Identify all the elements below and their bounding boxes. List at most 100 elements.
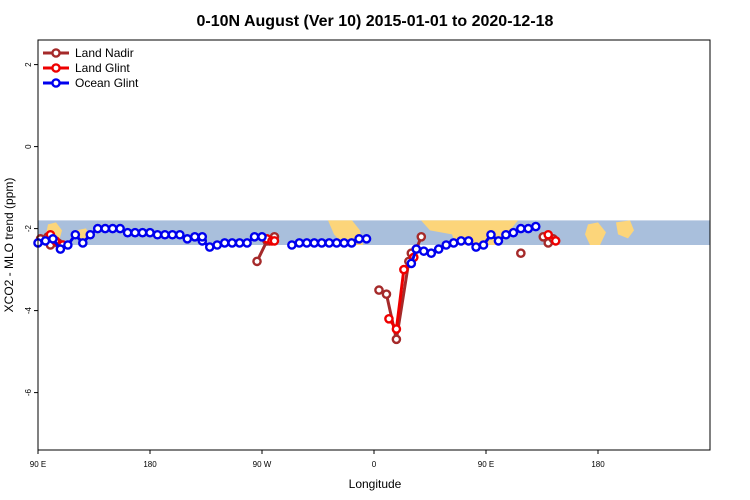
data-point [145,227,155,238]
land-maritime-east [585,222,606,245]
data-point [301,238,312,248]
data-point [324,238,335,248]
data-point [242,238,252,248]
data-point [160,229,170,240]
x-tick-label: 90 E [30,460,46,469]
legend-item: Land Glint [43,61,130,75]
legend-marker [51,63,61,73]
data-point [361,234,372,244]
data-point [381,289,392,300]
data-point [391,334,402,345]
y-tick-label: 2 [24,62,33,67]
data-point [122,227,133,238]
data-point [107,223,118,234]
data-point [78,238,88,248]
data-point [175,229,185,240]
data-point [399,264,409,275]
data-point [406,258,417,269]
data-point [516,248,526,258]
data-point [384,313,394,324]
data-point [354,234,364,244]
data-point [234,238,245,248]
data-point [40,236,51,246]
y-tick-label: -6 [24,388,33,396]
data-point [55,244,66,254]
data-point [508,227,519,238]
data-point [309,238,320,248]
data-point [48,234,58,244]
data-point [63,240,73,250]
data-point [70,229,81,240]
data-point [85,229,96,240]
legend-item: Ocean Glint [43,76,139,90]
data-point [411,244,422,254]
data-point [391,324,402,334]
legend-label: Ocean Glint [75,76,139,90]
data-point [339,238,349,248]
legend-label: Land Nadir [75,46,134,60]
x-tick-label: 180 [591,460,605,469]
data-point [100,223,110,234]
land-borneo-east [616,220,634,239]
data-point [418,246,429,256]
y-tick-label: 0 [24,144,33,149]
data-point [197,231,208,242]
data-point [374,285,384,295]
data-point [294,238,305,248]
data-point [486,229,496,240]
series-layer [33,221,561,345]
data-point [252,256,262,267]
data-point [212,240,222,250]
x-axis: 90 E 180 90 W 0 90 E 180 [30,450,605,469]
y-axis: 2 0 -2 -4 -6 [24,62,38,396]
data-point [269,236,280,246]
data-point [493,236,504,246]
data-point [441,240,451,250]
data-point [152,229,163,240]
legend-marker [51,48,61,58]
data-point [543,229,554,240]
data-point [433,244,444,254]
data-point [287,240,297,250]
data-point [167,229,178,240]
data-point [416,231,427,242]
legend-item: Land Nadir [43,46,134,60]
y-axis-label: XCO2 - MLO trend (ppm) [2,178,16,313]
data-point [463,236,474,246]
data-point [219,238,230,248]
data-point [257,231,267,242]
data-point [316,238,327,248]
data-point [249,231,260,242]
data-point [331,238,342,248]
data-point [92,223,103,234]
data-point [456,236,466,246]
x-axis-label: Longitude [349,477,402,491]
data-point [426,248,437,258]
data-point [204,242,215,252]
data-point [523,223,534,234]
data-point [516,223,526,234]
x-tick-label: 180 [143,460,157,469]
data-point [346,238,357,248]
data-point [478,240,489,250]
data-point [501,229,511,240]
data-point [471,242,481,252]
chart-title: 0-10N August (Ver 10) 2015-01-01 to 2020… [197,13,554,30]
series-ocean-glint [33,221,541,269]
y-tick-label: -2 [24,224,33,232]
x-tick-label: 90 E [478,460,494,469]
legend-marker [51,78,61,88]
x-tick-label: 90 W [253,460,272,469]
data-point [530,221,541,232]
x-tick-label: 0 [372,460,377,469]
y-tick-label: -4 [24,306,33,314]
data-point [130,227,140,238]
legend-label: Land Glint [75,61,130,75]
data-point [115,223,125,234]
data-point [550,236,561,246]
land-central-america [328,220,363,245]
data-point [189,231,200,242]
data-point [137,227,148,238]
